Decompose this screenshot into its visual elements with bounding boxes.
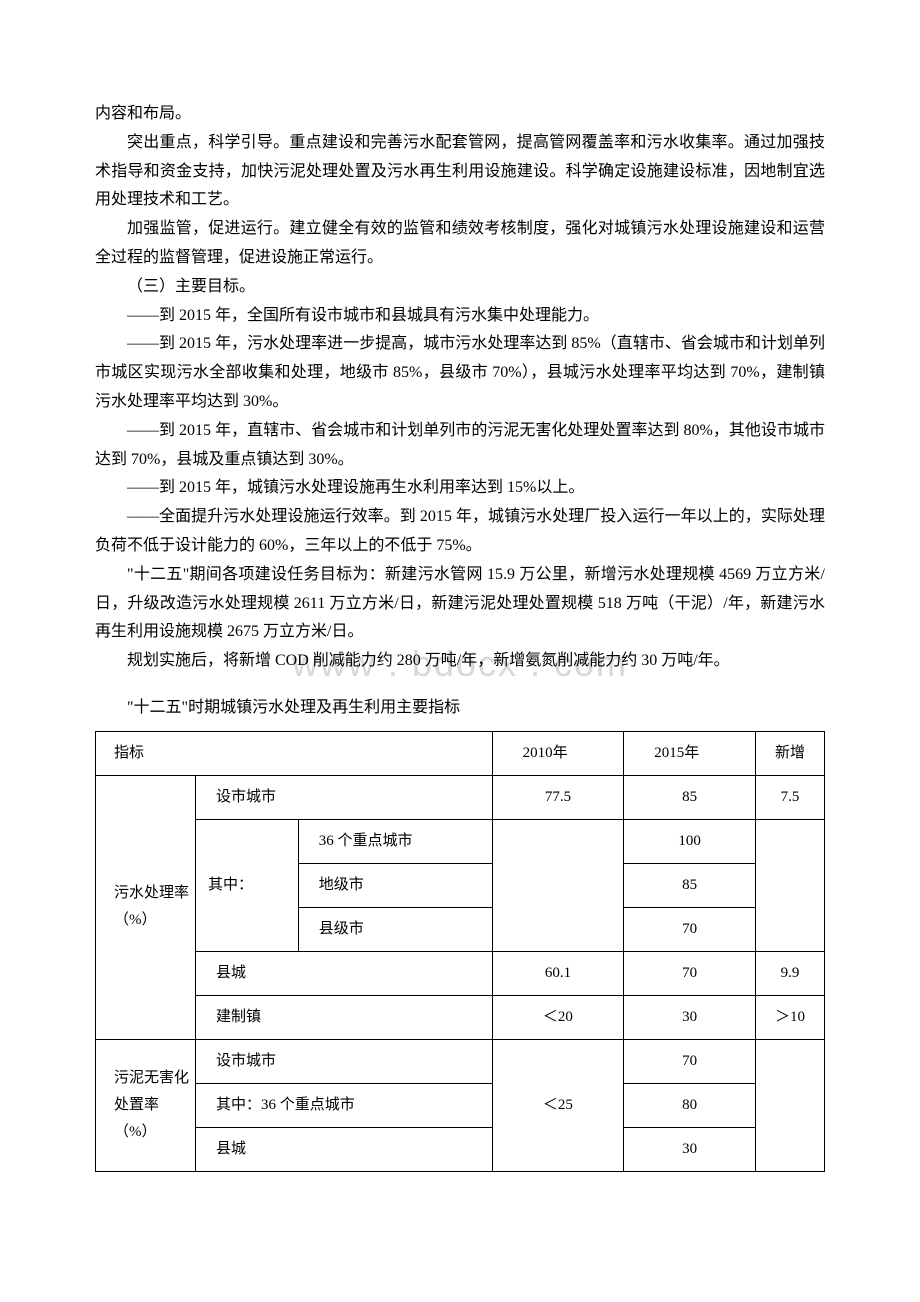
table-row: 县城 60.1 70 9.9 xyxy=(96,951,825,995)
indicators-table: 指标 2010年 2015年 新增 污水处理率（%） 设市城市 77.5 85 … xyxy=(95,731,825,1172)
table-header-row: 指标 2010年 2015年 新增 xyxy=(96,731,825,775)
paragraph-6: ——到 2015 年，直辖市、省会城市和计划单列市的污泥无害化处理处置率达到 8… xyxy=(95,417,825,475)
cell-value: 100 xyxy=(624,819,756,863)
cell-value: 77.5 xyxy=(492,775,624,819)
table-row: 其中： 36 个重点城市 100 xyxy=(96,819,825,863)
paragraph-2: 加强监管，促进运行。建立健全有效的监管和绩效考核制度，强化对城镇污水处理设施建设… xyxy=(95,215,825,273)
cell-value: 70 xyxy=(624,907,756,951)
table-row: 县城 30 xyxy=(96,1127,825,1171)
cell-label: 地级市 xyxy=(298,863,492,907)
header-year-2015: 2015年 xyxy=(624,731,756,775)
paragraph-7: ——到 2015 年，城镇污水处理设施再生水利用率达到 15%以上。 xyxy=(95,474,825,503)
paragraph-1: 突出重点，科学引导。重点建设和完善污水配套管网，提高管网覆盖率和污水收集率。通过… xyxy=(95,129,825,215)
cell-value: ＜20 xyxy=(492,995,624,1039)
cell-value: 80 xyxy=(624,1083,756,1127)
cell-label: 县城 xyxy=(196,1127,493,1171)
cell-value: 70 xyxy=(624,1039,756,1083)
cell-empty xyxy=(755,819,824,951)
cell-value: 60.1 xyxy=(492,951,624,995)
cell-label: 县城 xyxy=(196,951,493,995)
paragraph-3: （三）主要目标。 xyxy=(95,273,825,302)
cell-value: ＞10 xyxy=(755,995,824,1039)
header-increase: 新增 xyxy=(755,731,824,775)
cell-empty xyxy=(492,819,624,951)
cell-label: 县级市 xyxy=(298,907,492,951)
table-row: 其中：36 个重点城市 80 xyxy=(96,1083,825,1127)
cell-label: 建制镇 xyxy=(196,995,493,1039)
cell-value: 30 xyxy=(624,1127,756,1171)
cell-qizhong: 其中： xyxy=(196,819,299,951)
paragraph-5: ——到 2015 年，污水处理率进一步提高，城市污水处理率达到 85%（直辖市、… xyxy=(95,330,825,416)
cell-value: 30 xyxy=(624,995,756,1039)
cell-label: 设市城市 xyxy=(196,1039,493,1083)
cell-value: ＜25 xyxy=(492,1039,624,1171)
cell-value: 85 xyxy=(624,775,756,819)
cell-value: 9.9 xyxy=(755,951,824,995)
paragraph-8: ——全面提升污水处理设施运行效率。到 2015 年，城镇污水处理厂投入运行一年以… xyxy=(95,503,825,561)
table-title: "十二五"时期城镇污水处理及再生利用主要指标 xyxy=(95,694,825,723)
header-indicator: 指标 xyxy=(96,731,493,775)
paragraph-10: 规划实施后，将新增 COD 削减能力约 280 万吨/年，新增氨氮削减能力约 3… xyxy=(95,647,825,676)
cell-value: 85 xyxy=(624,863,756,907)
group1-label: 污水处理率（%） xyxy=(96,775,196,1039)
paragraph-0: 内容和布局。 xyxy=(95,100,825,129)
cell-value: 70 xyxy=(624,951,756,995)
cell-label: 设市城市 xyxy=(196,775,493,819)
cell-label: 36 个重点城市 xyxy=(298,819,492,863)
document-content: 内容和布局。 突出重点，科学引导。重点建设和完善污水配套管网，提高管网覆盖率和污… xyxy=(95,100,825,1172)
header-year-2010: 2010年 xyxy=(492,731,624,775)
group2-label: 污泥无害化处置率（%） xyxy=(96,1039,196,1171)
table-row: 污水处理率（%） 设市城市 77.5 85 7.5 xyxy=(96,775,825,819)
table-row: 建制镇 ＜20 30 ＞10 xyxy=(96,995,825,1039)
cell-empty xyxy=(755,1039,824,1171)
paragraph-9: "十二五"期间各项建设任务目标为：新建污水管网 15.9 万公里，新增污水处理规… xyxy=(95,561,825,647)
cell-label: 其中：36 个重点城市 xyxy=(196,1083,493,1127)
paragraph-4: ——到 2015 年，全国所有设市城市和县城具有污水集中处理能力。 xyxy=(95,302,825,331)
cell-value: 7.5 xyxy=(755,775,824,819)
table-row: 污泥无害化处置率（%） 设市城市 ＜25 70 xyxy=(96,1039,825,1083)
